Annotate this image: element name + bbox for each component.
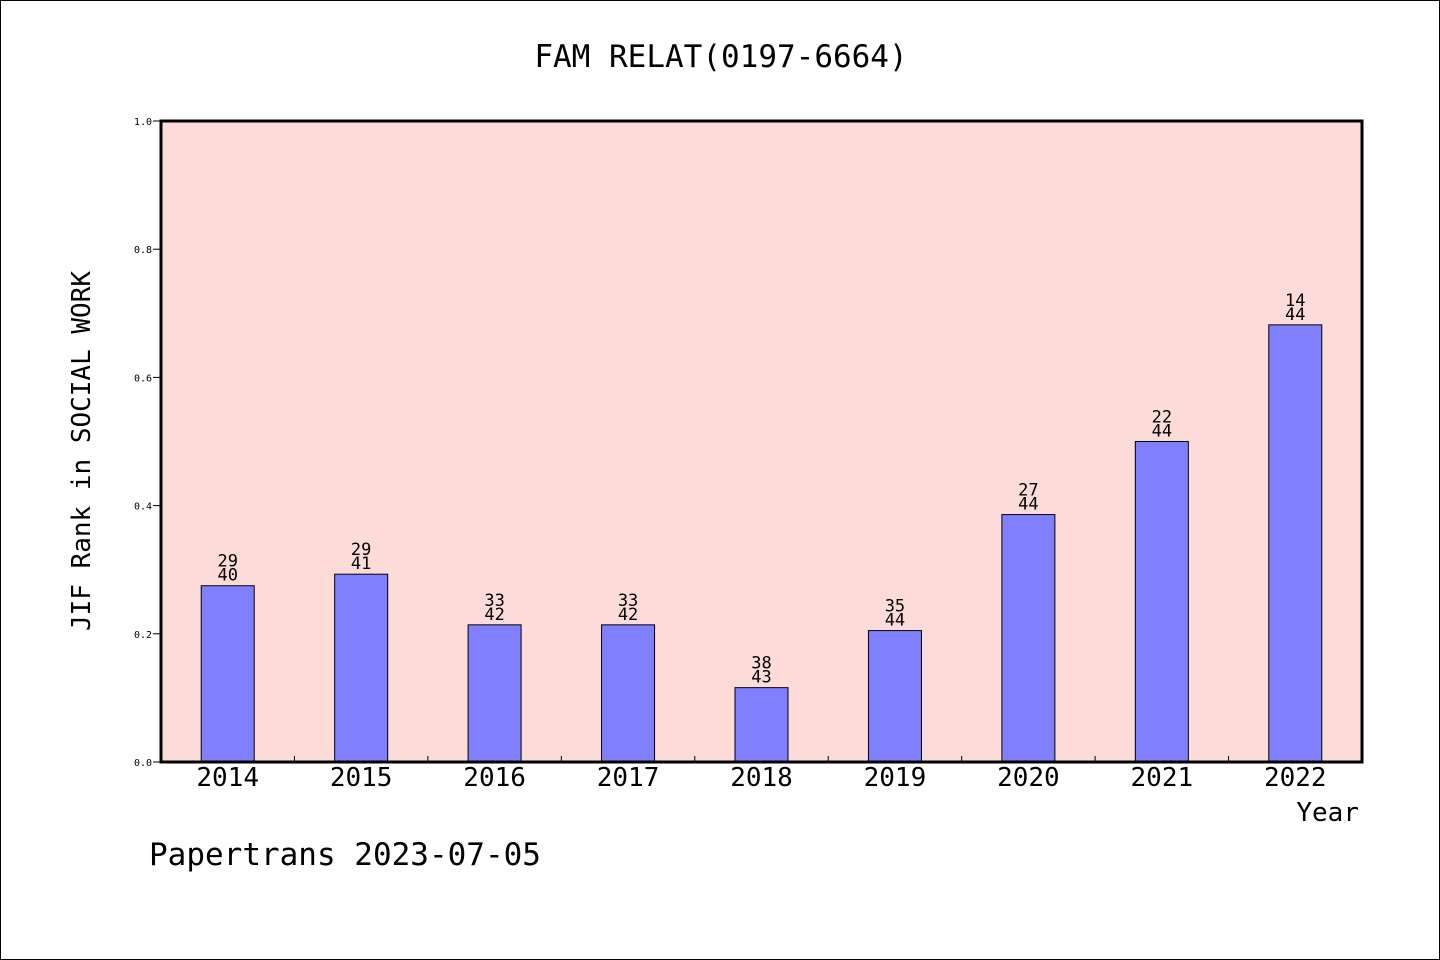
- bar-label-total: 44: [1152, 422, 1172, 442]
- bar-label-rank: 33: [484, 591, 504, 611]
- bar-label-total: 44: [1285, 305, 1305, 325]
- y-tick-label: 0.0: [134, 758, 152, 769]
- y-tick-label: 0.8: [134, 245, 152, 256]
- y-tick-label: 0.4: [134, 502, 152, 513]
- chart-title: FAM RELAT(0197-6664): [534, 39, 907, 75]
- plot-frame: [159, 119, 1364, 764]
- x-tick-label: 2016: [463, 763, 526, 793]
- x-tick-label: 2021: [1131, 763, 1194, 793]
- bar: [1001, 514, 1056, 763]
- bar-label-total: 44: [1018, 495, 1038, 515]
- x-tick-label: 2019: [864, 763, 927, 793]
- bar-label-rank: 38: [751, 654, 771, 674]
- bar-label-rank: 14: [1285, 291, 1305, 311]
- bar-label-total: 42: [618, 605, 638, 625]
- bar: [334, 573, 389, 763]
- bars: [200, 324, 1323, 763]
- bar-label-total: 44: [885, 611, 905, 631]
- y-tick-label: 0.2: [134, 630, 152, 641]
- y-axis: 0.0 0.2 0.4 0.6 0.8 1.0: [134, 117, 161, 769]
- bar-label-rank: 27: [1018, 481, 1038, 501]
- bar-label-rank: 22: [1152, 408, 1172, 428]
- bar: [1268, 324, 1323, 763]
- x-tick-label: 2022: [1264, 763, 1327, 793]
- x-axis-label: Year: [1296, 798, 1359, 828]
- y-tick-label: 1.0: [134, 117, 152, 128]
- x-tick-label: 2014: [196, 763, 259, 793]
- y-tick-label: 0.6: [134, 373, 152, 384]
- bar-label-rank: 35: [885, 597, 905, 617]
- bar-label-rank: 29: [217, 552, 237, 572]
- x-tick-label: 2017: [597, 763, 660, 793]
- bar: [200, 585, 255, 763]
- x-axis: 2014 2015 2016 2017 2018 2019 2020 2021 2022: [196, 756, 1327, 793]
- bar: [867, 630, 922, 763]
- bar: [601, 624, 656, 763]
- bar: [1134, 441, 1189, 763]
- y-axis-label: JIF Rank in SOCIAL WORK: [67, 271, 97, 631]
- x-tick-label: 2020: [997, 763, 1060, 793]
- bar-label-total: 40: [217, 566, 237, 586]
- x-tick-label: 2018: [730, 763, 793, 793]
- bar: [467, 624, 522, 763]
- bar-label-rank: 33: [618, 591, 638, 611]
- bar-label-total: 43: [751, 668, 771, 688]
- bar: [734, 687, 789, 763]
- footer-text: Papertrans 2023-07-05: [149, 837, 541, 873]
- bar-label-total: 42: [484, 605, 504, 625]
- bar-label-total: 41: [351, 554, 371, 574]
- x-tick-label: 2015: [330, 763, 393, 793]
- bar-label-rank: 29: [351, 540, 371, 560]
